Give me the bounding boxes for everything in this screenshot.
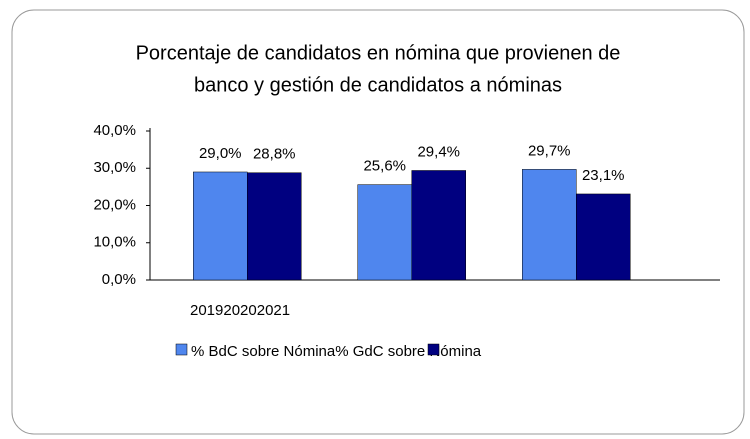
x-tick-label: 2020 (223, 302, 256, 319)
chart-title: Porcentaje de candidatos en nómina que p… (136, 42, 621, 64)
legend-label: % GdC sobre Nómina (335, 343, 482, 360)
data-label: 25,6% (363, 158, 406, 175)
x-tick-labels: 201920202021 (190, 302, 290, 319)
chart-title: banco y gestión de candidatos a nóminas (194, 74, 562, 96)
legend-swatch (175, 343, 188, 356)
bar (193, 171, 248, 281)
bar (576, 193, 631, 281)
y-tick-label: 10,0% (93, 234, 136, 251)
x-tick-label: 2021 (257, 302, 290, 319)
legend-swatch (427, 343, 440, 356)
bar (247, 172, 302, 281)
x-tick-label: 2019 (190, 302, 223, 319)
data-label: 29,4% (417, 143, 460, 160)
bar (411, 170, 466, 281)
y-tick-label: 20,0% (93, 196, 136, 213)
y-tick-label: 40,0% (93, 122, 136, 139)
y-tick-label: 30,0% (93, 159, 136, 176)
data-label: 29,7% (528, 142, 571, 159)
bar (522, 169, 577, 281)
bar (357, 184, 412, 281)
legend-label: % BdC sobre Nómina (191, 343, 336, 360)
data-label: 28,8% (253, 146, 296, 163)
data-label: 29,0% (199, 145, 242, 162)
data-label: 23,1% (582, 167, 625, 184)
y-tick-label: 0,0% (102, 271, 136, 288)
